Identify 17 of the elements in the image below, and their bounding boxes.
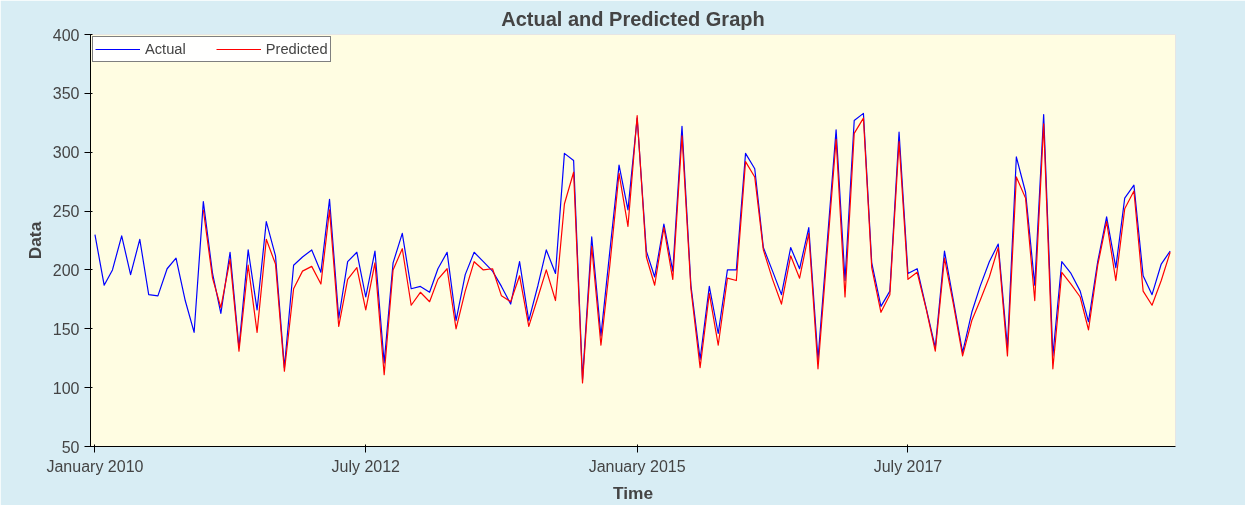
x-tick-label: July 2017 (873, 457, 943, 475)
y-axis-title: Data (24, 221, 45, 260)
legend-label: Predicted (265, 41, 328, 57)
y-tick-label: 400 (52, 26, 80, 44)
y-tick-label: 100 (52, 379, 80, 397)
y-tick-label: 150 (52, 320, 80, 338)
x-axis-title: Time (612, 482, 654, 503)
y-tick-label: 350 (52, 85, 80, 103)
x-tick-label: January 2015 (588, 457, 686, 475)
chart-title: Actual and Predicted Graph (501, 7, 765, 30)
y-tick-label: 50 (61, 438, 80, 456)
x-tick-label: January 2010 (46, 457, 144, 475)
x-tick-label: July 2012 (331, 457, 401, 475)
y-tick-label: 250 (52, 203, 80, 221)
y-tick-label: 300 (52, 144, 80, 162)
legend-label: Actual (145, 41, 186, 57)
y-tick-label: 200 (52, 261, 80, 279)
